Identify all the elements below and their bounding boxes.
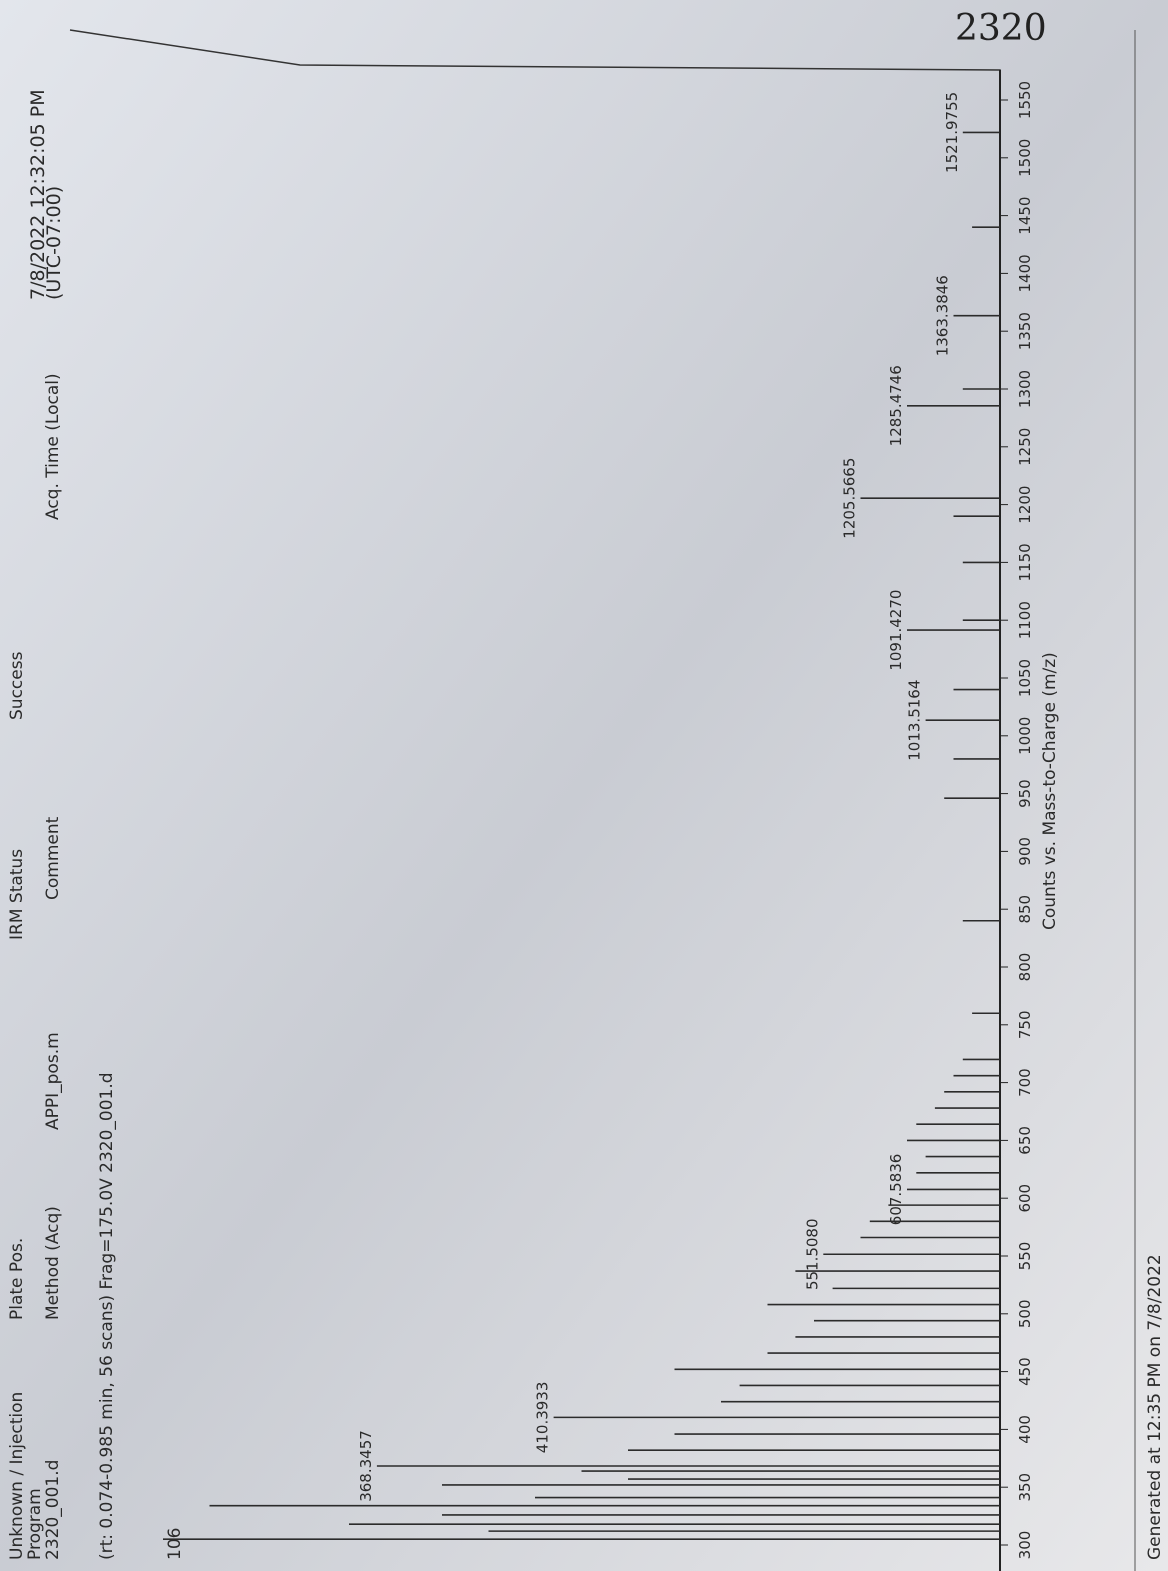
peak-label: 1363.3846 <box>934 275 952 356</box>
peak-label: 1205.5665 <box>841 458 859 539</box>
y-label: 106 <box>165 1528 185 1560</box>
x-tick-label: 700 <box>1016 1068 1034 1097</box>
x-tick-label: 1100 <box>1016 601 1034 639</box>
handwriting: 2320 <box>955 8 1047 49</box>
x-tick-label: 1450 <box>1016 197 1034 235</box>
x-tick-label: 550 <box>1016 1242 1034 1271</box>
peak-label: 410.3933 <box>534 1382 552 1454</box>
x-tick-label: 800 <box>1016 953 1034 982</box>
page: {"header": { "injection_label": "Unknown… <box>0 0 1168 1571</box>
x-tick-label: 1300 <box>1016 370 1034 408</box>
header-label: Plate Pos. <box>7 1238 27 1320</box>
x-tick-label: 400 <box>1016 1415 1034 1444</box>
peak-label: 551.5080 <box>803 1218 821 1290</box>
header-value: APPI_pos.m <box>43 1032 63 1130</box>
x-tick-label: 1500 <box>1016 139 1034 177</box>
peak-label: 1285.4746 <box>887 365 905 446</box>
x-tick-label: 1350 <box>1016 312 1034 350</box>
peak-label: 368.3457 <box>357 1430 375 1502</box>
x-tick-label: 750 <box>1016 1010 1034 1039</box>
x-tick-label: 900 <box>1016 837 1034 866</box>
x-tick-label: 1000 <box>1016 717 1034 755</box>
x-tick-label: 300 <box>1016 1531 1034 1560</box>
subtitle: (rt: 0.074-0.985 min, 56 scans) Frag=175… <box>97 1072 117 1560</box>
x-tick-label: 450 <box>1016 1357 1034 1386</box>
peak-label: 1091.4270 <box>887 590 905 671</box>
x-tick-label: 1150 <box>1016 543 1034 581</box>
x-tick-label: 1050 <box>1016 659 1034 697</box>
x-tick-label: 1250 <box>1016 428 1034 466</box>
x-tick-label: 350 <box>1016 1473 1034 1502</box>
header-value: Success <box>7 651 27 720</box>
header-label: Method (Acq) <box>43 1206 63 1320</box>
x-tick-label: 850 <box>1016 895 1034 924</box>
header-label: Comment <box>43 816 63 900</box>
header-label: Program <box>25 1488 45 1560</box>
x-tick-label: 1400 <box>1016 254 1034 292</box>
x-axis-title: Counts vs. Mass-to-Charge (m/z) <box>1040 652 1060 930</box>
x-tick-label: 500 <box>1016 1299 1034 1328</box>
header-label: Acq. Time (Local) <box>43 373 63 520</box>
peak-label: 607.5836 <box>887 1154 905 1226</box>
photo: Unknown / InjectionProgram2320_001.d Plat… <box>0 0 1168 1571</box>
footer: Generated at 12:35 PM on 7/8/2022 <box>1145 1254 1165 1560</box>
header-label: Unknown / Injection <box>7 1392 27 1560</box>
paper <box>0 0 1168 1571</box>
x-tick-label: 650 <box>1016 1126 1034 1155</box>
x-tick-label: 1550 <box>1016 81 1034 119</box>
header-value: 2320_001.d <box>43 1460 63 1560</box>
header-label: IRM Status <box>7 849 27 940</box>
x-tick-label: 950 <box>1016 779 1034 808</box>
peak-label: 1521.9755 <box>943 92 961 173</box>
header-value: (UTC-07:00) <box>43 186 65 300</box>
x-tick-label: 1200 <box>1016 486 1034 524</box>
peak-label: 1013.5164 <box>906 680 924 761</box>
x-tick-label: 600 <box>1016 1184 1034 1213</box>
